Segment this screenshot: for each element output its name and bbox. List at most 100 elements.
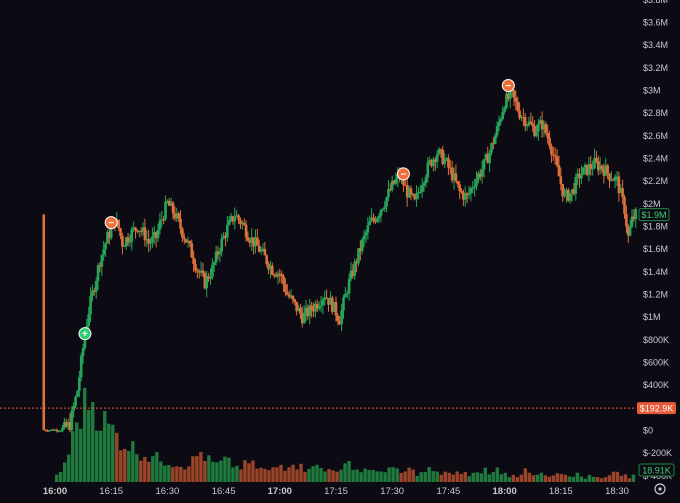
volume-bar bbox=[215, 462, 219, 482]
volume-bar bbox=[471, 472, 475, 482]
candle-body bbox=[531, 123, 535, 126]
candle-body bbox=[51, 429, 55, 431]
volume-bar bbox=[431, 471, 435, 482]
candle-body bbox=[184, 239, 188, 243]
candle-body bbox=[319, 305, 323, 307]
y-tick-label: $2.4M bbox=[643, 154, 668, 164]
candle-body bbox=[254, 237, 257, 247]
candle-body bbox=[392, 180, 396, 184]
volume-bar bbox=[79, 428, 83, 482]
volume-bar bbox=[307, 468, 311, 482]
candle-body bbox=[323, 297, 327, 300]
candle-body bbox=[338, 320, 342, 325]
y-tick-label: $3.2M bbox=[643, 63, 668, 73]
x-tick-label: 18:00 bbox=[492, 486, 516, 497]
candle-body bbox=[78, 377, 81, 392]
volume-bar bbox=[207, 455, 211, 482]
volume-bar bbox=[439, 474, 443, 482]
y-tick-label: $1.4M bbox=[643, 267, 668, 277]
buy-marker[interactable]: + bbox=[78, 327, 92, 341]
volume-bar bbox=[62, 462, 67, 482]
candle-body bbox=[130, 229, 134, 242]
y-tick-label: $800K bbox=[643, 335, 669, 345]
volume-bar bbox=[219, 460, 223, 482]
sell-marker[interactable]: − bbox=[104, 216, 118, 230]
candle-body bbox=[74, 396, 77, 406]
candle-body bbox=[175, 213, 179, 219]
candle-body bbox=[68, 422, 72, 431]
volume-bar bbox=[495, 467, 499, 482]
volume-bar bbox=[627, 478, 632, 482]
candle-body bbox=[557, 165, 561, 177]
candle-body bbox=[413, 194, 416, 200]
volume-bar bbox=[423, 471, 427, 482]
volume-bar bbox=[255, 468, 259, 482]
volume-bar bbox=[435, 471, 439, 482]
candle-body bbox=[450, 167, 454, 181]
candle-body bbox=[218, 251, 222, 255]
candle-body bbox=[100, 255, 104, 267]
volume-bar bbox=[387, 467, 391, 482]
candle-body bbox=[327, 298, 330, 305]
volume-bar bbox=[171, 467, 175, 482]
y-tick-label: $2.8M bbox=[643, 108, 668, 118]
volume-bar bbox=[331, 470, 335, 482]
candle-body bbox=[572, 189, 576, 194]
candle-body bbox=[132, 227, 135, 230]
candle-body bbox=[310, 305, 313, 311]
candle-body bbox=[394, 178, 398, 184]
candle-body bbox=[190, 243, 194, 258]
volume-bar bbox=[291, 464, 295, 482]
volume-bar bbox=[519, 474, 524, 482]
volume-bar bbox=[411, 469, 415, 482]
candle-body bbox=[538, 120, 542, 124]
y-tick-label: $400K bbox=[643, 380, 669, 390]
volume-bar bbox=[247, 463, 251, 482]
candle-body bbox=[490, 143, 493, 153]
volume-bar bbox=[591, 476, 596, 482]
volume-bar bbox=[111, 424, 115, 482]
candle-body bbox=[576, 173, 579, 177]
chart-settings-icon[interactable] bbox=[654, 483, 666, 495]
volume-bar bbox=[555, 473, 560, 482]
candle-body bbox=[527, 121, 531, 126]
candle-body bbox=[66, 422, 70, 427]
candle-body bbox=[158, 220, 162, 230]
candle-body bbox=[143, 227, 147, 241]
volume-bar bbox=[379, 471, 383, 482]
candle-body bbox=[437, 149, 441, 155]
sell-marker[interactable]: − bbox=[396, 167, 410, 181]
volume-bar bbox=[339, 469, 343, 482]
candle-body bbox=[87, 314, 91, 326]
candle-body bbox=[117, 219, 120, 229]
candle-body bbox=[389, 189, 392, 191]
candle-body bbox=[553, 155, 557, 157]
candle-body bbox=[169, 202, 173, 206]
volume-bar bbox=[619, 475, 624, 482]
volume-bar bbox=[95, 430, 99, 482]
volume-bar bbox=[67, 454, 71, 482]
x-tick-label: 16:30 bbox=[156, 486, 180, 497]
volume-bar bbox=[523, 468, 528, 482]
candle-body bbox=[417, 192, 420, 194]
volume-bar bbox=[295, 469, 299, 482]
candle-body bbox=[430, 160, 433, 166]
x-tick-label: 18:30 bbox=[605, 486, 629, 497]
volume-bar bbox=[611, 471, 616, 482]
candle-body bbox=[137, 230, 141, 232]
sell-marker[interactable]: − bbox=[501, 78, 515, 92]
volume-bar bbox=[271, 467, 275, 482]
candle-body bbox=[124, 237, 128, 246]
candle-body bbox=[201, 270, 205, 274]
candle-body bbox=[420, 185, 424, 192]
candle-body bbox=[473, 186, 476, 188]
volume-bar bbox=[575, 472, 580, 482]
candle-body bbox=[537, 123, 540, 132]
candle-body bbox=[104, 243, 107, 250]
candle-body bbox=[89, 296, 92, 315]
volume-bar bbox=[631, 474, 636, 482]
volume-bars bbox=[54, 387, 636, 482]
volume-bar bbox=[99, 430, 103, 482]
candle-body bbox=[497, 121, 501, 127]
candle-body bbox=[611, 179, 615, 181]
